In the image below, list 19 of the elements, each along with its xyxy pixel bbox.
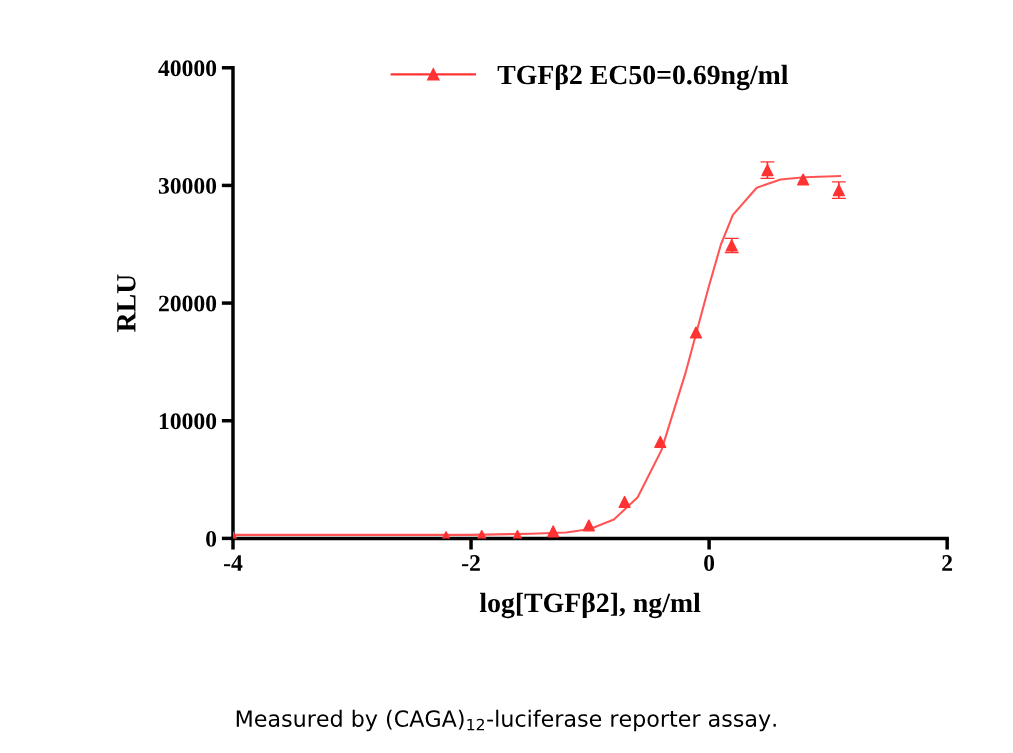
point — [689, 326, 703, 339]
y-tick-label: 30000 — [158, 177, 217, 194]
y-tick-label: 0 — [206, 530, 217, 547]
y-tick-label: 20000 — [158, 295, 217, 312]
point — [797, 173, 810, 186]
point — [654, 435, 667, 448]
text: Measured by (CAGA)$_{12}$-luciferase reporter assay. — [236, 709, 776, 732]
x-tick-label: 0 — [704, 555, 715, 571]
x-tick-label: 2 — [942, 555, 953, 571]
y-axis-title: RLU — [117, 274, 136, 332]
point — [618, 495, 631, 508]
y-tick-label: 40000 — [158, 60, 217, 77]
x-tick-label: -2 — [462, 555, 480, 571]
legend-label: TGFβ2 EC50=0.69ng/ml — [497, 64, 789, 91]
point — [582, 519, 595, 532]
y-tick-label: 10000 — [159, 413, 217, 430]
x-axis-title: log[TGFβ2], ng/ml — [479, 592, 701, 619]
x-tick-label: -4 — [224, 555, 243, 571]
point — [547, 525, 560, 538]
